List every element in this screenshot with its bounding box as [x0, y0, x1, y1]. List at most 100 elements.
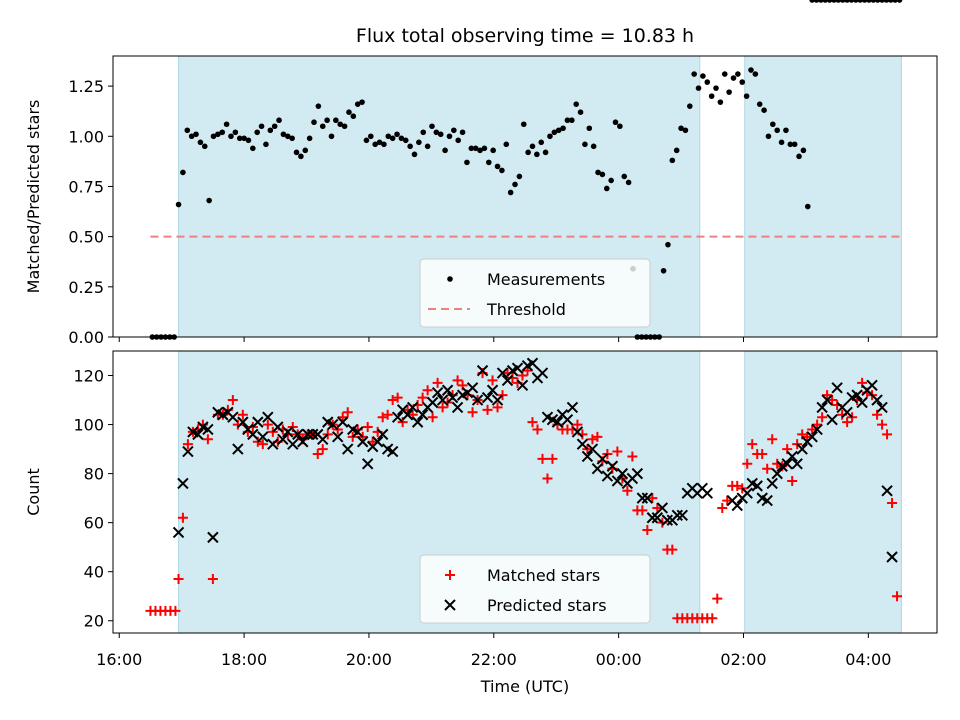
predicted-star-point — [282, 426, 294, 438]
predicted-star-point — [356, 436, 369, 448]
predicted-star-point — [317, 433, 329, 445]
predicted-star-point — [566, 401, 579, 414]
matched-star-point — [207, 574, 218, 585]
matched-star-point — [487, 375, 498, 386]
predicted-star-point — [496, 367, 509, 379]
predicted-star-point — [596, 453, 609, 465]
matched-star-point — [812, 419, 823, 430]
measurement-point — [394, 131, 400, 138]
predicted-star-point — [436, 394, 449, 406]
matched-star-point — [482, 404, 493, 415]
matched-star-point — [342, 407, 353, 418]
predicted-star-point — [701, 487, 713, 499]
measurement-point — [595, 169, 601, 176]
y-tick-label: 100 — [73, 416, 104, 435]
measurement-point — [660, 267, 667, 274]
predicted-star-point — [486, 384, 499, 396]
measurement-point — [529, 143, 536, 150]
measurement-point — [538, 139, 545, 146]
y-tick-label: 40 — [84, 563, 104, 582]
matched-star-point — [467, 407, 478, 418]
predicted-star-point — [247, 428, 259, 441]
measurement-point — [512, 181, 518, 188]
measurement-point — [857, 0, 864, 3]
measurement-point — [228, 133, 234, 140]
predicted-star-point — [481, 391, 494, 404]
predicted-star-point — [671, 509, 684, 522]
predicted-star-point — [267, 438, 279, 450]
measurement-point — [874, 0, 881, 3]
measurement-point — [800, 147, 807, 154]
predicted-star-point — [272, 421, 284, 433]
measurement-point — [411, 151, 418, 158]
x-axis-label: Time (UTC) — [480, 677, 569, 696]
measurement-point — [516, 173, 523, 180]
predicted-star-point — [257, 431, 269, 443]
predicted-star-point — [646, 512, 659, 524]
measurement-point — [542, 149, 549, 156]
measurement-point — [464, 159, 470, 166]
measurement-point — [499, 167, 505, 174]
measurement-point — [569, 117, 575, 124]
measurement-point — [328, 133, 335, 140]
matched-star-point — [817, 412, 828, 423]
y-tick-label: 0.50 — [68, 228, 104, 247]
matched-star-point — [807, 424, 818, 435]
measurement-point — [180, 169, 186, 176]
measurement-point — [848, 0, 855, 3]
legend-box — [419, 258, 651, 328]
matched-star-point — [337, 412, 348, 423]
measurement-point — [888, 0, 894, 3]
measurement-point — [333, 117, 339, 124]
measurement-point — [813, 0, 820, 3]
measurement-point — [787, 141, 794, 148]
measurement-point — [796, 153, 802, 160]
predicted-star-point — [386, 445, 399, 458]
y-axis-label-0: Matched/Predicted stars — [24, 100, 43, 294]
measurement-point — [437, 131, 444, 138]
legend-label: Measurements — [487, 270, 605, 289]
measurement-point — [433, 129, 440, 136]
measurement-point — [826, 0, 833, 3]
x-tick-label: 18:00 — [221, 650, 267, 669]
matched-star-point — [542, 473, 553, 484]
matched-star-point — [717, 502, 728, 513]
matched-star-point — [547, 453, 558, 464]
measurement-point — [687, 103, 693, 109]
predicted-star-point — [361, 458, 374, 470]
y-tick-label: 80 — [84, 465, 104, 484]
predicted-star-point — [411, 416, 424, 428]
measurement-point — [241, 135, 247, 142]
series-1-1 — [172, 358, 898, 563]
measurement-point — [761, 107, 767, 113]
measurement-point — [245, 137, 252, 144]
predicted-star-point — [391, 411, 404, 423]
predicted-star-point — [511, 362, 524, 374]
predicted-star-point — [332, 431, 344, 443]
measurement-point — [232, 129, 239, 136]
predicted-star-point — [601, 470, 614, 482]
measurement-point — [398, 135, 405, 142]
measurement-point — [341, 123, 348, 130]
matched-star-point — [647, 493, 658, 504]
measurement-point — [446, 133, 453, 140]
predicted-star-point — [841, 406, 853, 419]
predicted-star-point — [821, 394, 833, 406]
matched-star-point — [892, 591, 903, 602]
measurement-point — [324, 117, 330, 124]
predicted-star-point — [856, 396, 868, 409]
predicted-star-point — [831, 382, 843, 394]
y-tick-label: 0.75 — [68, 177, 104, 196]
predicted-star-point — [451, 401, 464, 414]
predicted-star-point — [731, 499, 743, 512]
predicted-star-point — [516, 379, 529, 392]
measurement-point — [564, 117, 571, 124]
predicted-star-point — [871, 394, 883, 406]
measurement-point — [184, 127, 191, 134]
measurement-point — [752, 71, 759, 77]
ratio-panel: 0.00 0.25 0.50 0.75 1.00 1.25 Matched/Predicte… — [24, 0, 938, 347]
measurement-point — [468, 145, 475, 152]
predicted-star-point — [292, 428, 304, 441]
predicted-star-point — [172, 526, 185, 539]
